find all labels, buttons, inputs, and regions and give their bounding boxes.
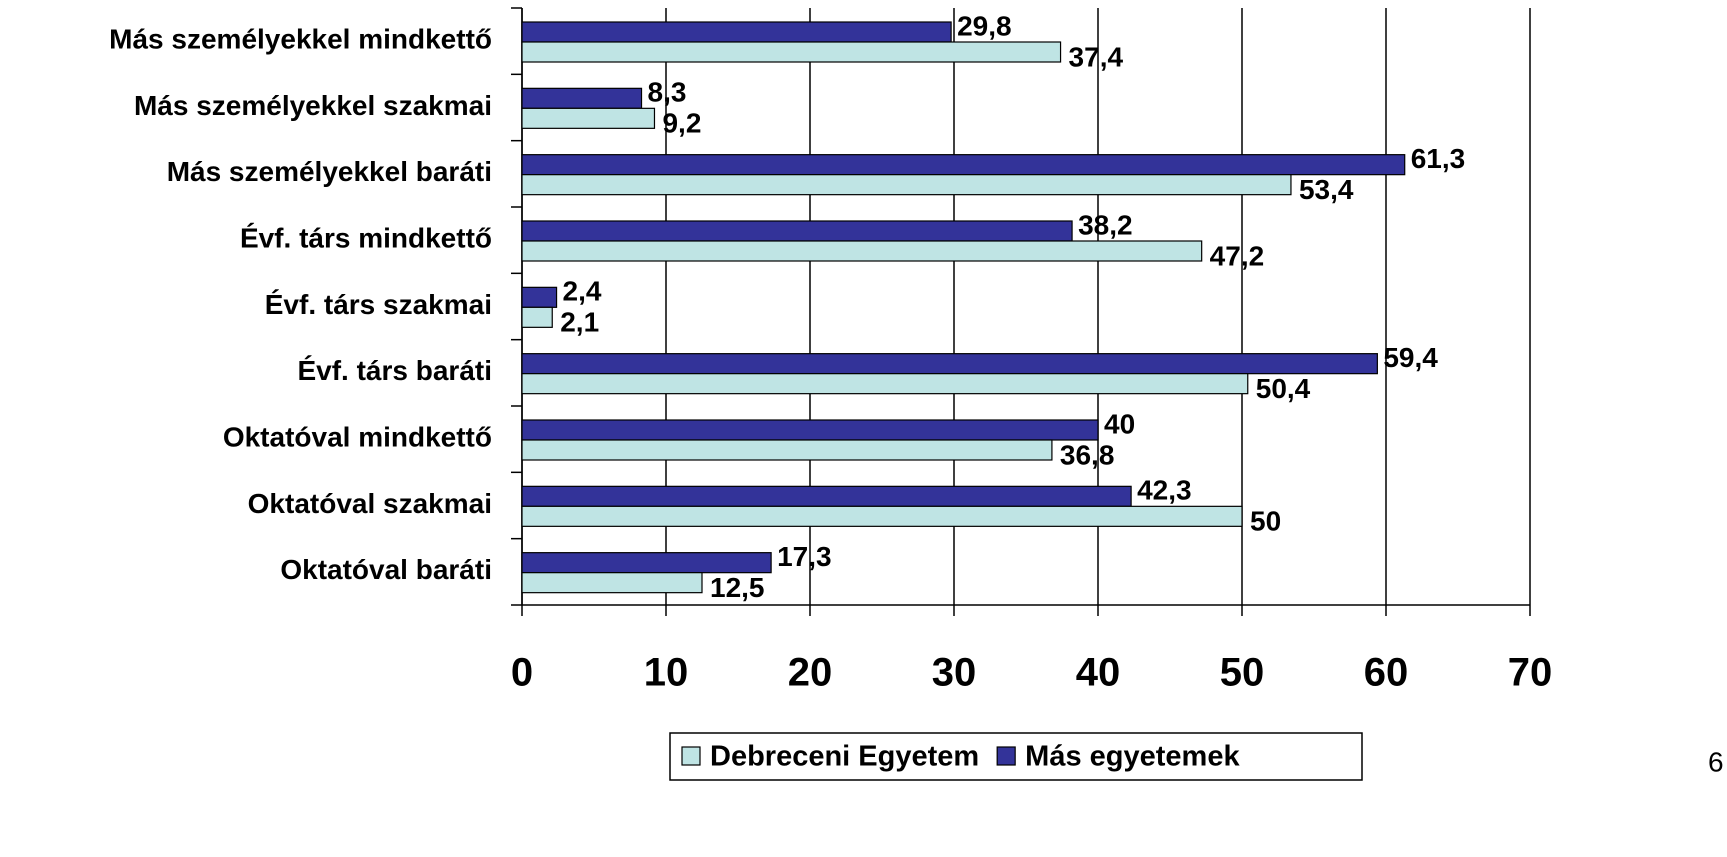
bar: [521, 286, 558, 308]
data-label: 9,2: [662, 108, 701, 139]
x-tick-label: 0: [511, 651, 533, 695]
page-number: 6: [1708, 746, 1724, 777]
legend-label: Debreceni Egyetem: [710, 741, 979, 773]
x-tick-label: 40: [1076, 651, 1121, 695]
y-tick-label: Oktatóval szakmai: [248, 488, 492, 519]
bar: [521, 505, 1243, 527]
bar: [521, 439, 1053, 461]
data-label: 47,2: [1210, 240, 1265, 271]
y-tick-label: Oktatóval baráti: [280, 554, 492, 585]
data-label: 61,3: [1411, 143, 1466, 174]
legend-label: Más egyetemek: [1025, 741, 1240, 773]
y-tick-label: Más személyekkel mindkettő: [109, 24, 492, 55]
data-label: 50,4: [1256, 373, 1311, 404]
data-label: 53,4: [1299, 174, 1354, 205]
bar: [521, 485, 1132, 507]
x-tick-label: 60: [1364, 651, 1409, 695]
data-label: 36,8: [1060, 439, 1115, 470]
data-label: 40: [1104, 408, 1135, 439]
x-tick-label: 10: [644, 651, 689, 695]
bar: [521, 154, 1406, 176]
data-label: 37,4: [1069, 41, 1124, 72]
y-tick-label: Évf. társ baráti: [297, 355, 492, 386]
y-tick-label: Évf. társ szakmai: [265, 289, 492, 320]
data-label: 8,3: [648, 77, 687, 108]
legend-box: [669, 732, 1363, 781]
data-label: 59,4: [1383, 342, 1438, 373]
bar: [521, 572, 703, 594]
y-tick-label: Más személyekkel szakmai: [134, 90, 492, 121]
x-tick-label: 30: [932, 651, 977, 695]
bar: [521, 552, 772, 574]
x-tick-label: 20: [788, 651, 833, 695]
data-label: 42,3: [1137, 475, 1192, 506]
data-label: 2,1: [560, 307, 599, 338]
bar: [521, 21, 952, 43]
data-label: 38,2: [1078, 209, 1133, 240]
data-label: 12,5: [710, 572, 765, 603]
bar: [521, 373, 1249, 395]
bar: [521, 107, 656, 129]
legend-swatch: [681, 746, 701, 766]
y-tick-label: Más személyekkel baráti: [167, 156, 492, 187]
bar: [521, 306, 553, 328]
bar: [521, 87, 643, 109]
bar: [521, 419, 1099, 441]
data-label: 17,3: [777, 541, 832, 572]
y-tick-label: Oktatóval mindkettő: [223, 422, 492, 453]
x-tick-label: 70: [1508, 651, 1553, 695]
data-label: 50: [1250, 506, 1281, 537]
legend-swatch: [996, 746, 1016, 766]
x-tick-label: 50: [1220, 651, 1265, 695]
bar: [521, 240, 1203, 262]
data-label: 2,4: [563, 276, 602, 307]
bar: [521, 353, 1378, 375]
bar: [521, 220, 1073, 242]
bar: [521, 41, 1062, 63]
bar: [521, 174, 1292, 196]
data-label: 29,8: [957, 10, 1012, 41]
y-tick-label: Évf. társ mindkettő: [240, 223, 492, 254]
